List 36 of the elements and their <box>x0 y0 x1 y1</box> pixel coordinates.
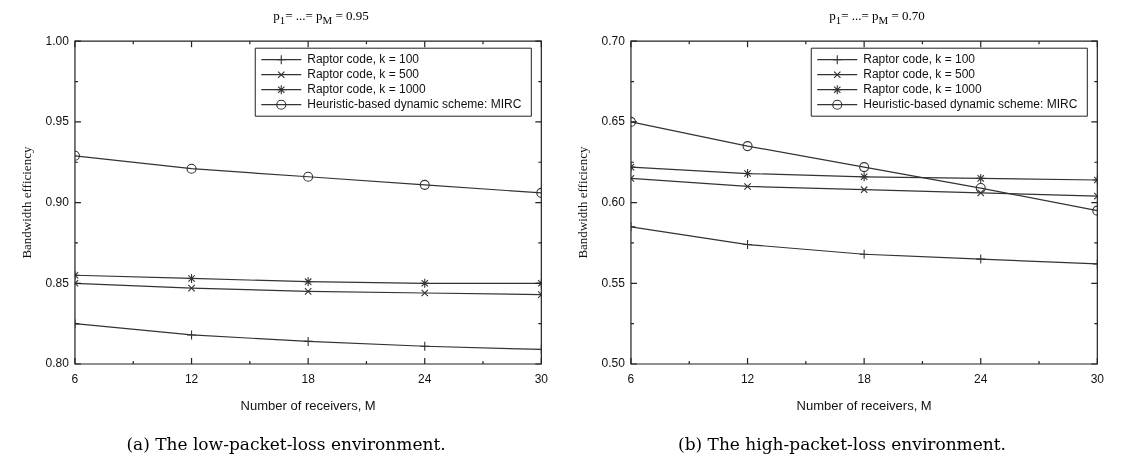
y-tick-label: 0.80 <box>45 356 70 371</box>
legend-label: Raptor code, k = 500 <box>307 67 420 82</box>
x-tick-label: 18 <box>857 371 872 386</box>
x-tick-label: 24 <box>974 371 988 386</box>
x-axis-title: Number of receivers, M <box>240 397 376 413</box>
y-tick-label: 0.55 <box>601 275 626 290</box>
x-axis-title: Number of receivers, M <box>796 397 932 413</box>
y-tick-label: 0.85 <box>45 275 70 290</box>
legend-label: Raptor code, k = 500 <box>863 67 976 82</box>
text: (b) The high-packet-loss environment. <box>678 434 1006 454</box>
legend-label: Heuristic-based dynamic scheme: MIRC <box>307 97 522 112</box>
legend-label: Heuristic-based dynamic scheme: MIRC <box>863 97 1078 112</box>
x-tick-label: 6 <box>627 371 635 386</box>
legend-label: Raptor code, k = 100 <box>863 52 976 67</box>
x-tick-label: 12 <box>740 371 755 386</box>
y-tick-label: 0.50 <box>601 356 626 371</box>
legend-label: Raptor code, k = 1000 <box>863 82 982 97</box>
y-tick-label: 0.65 <box>601 114 626 129</box>
y-tick-label: 0.70 <box>601 33 626 48</box>
x-tick-label: 30 <box>1090 371 1105 386</box>
y-axis-title: Bandwidth efficiency <box>19 146 35 259</box>
x-tick-label: 30 <box>534 371 549 386</box>
y-tick-label: 0.95 <box>45 114 70 129</box>
legend-label: Raptor code, k = 1000 <box>307 82 426 97</box>
y-tick-label: 0.60 <box>601 194 626 209</box>
x-tick-label: 12 <box>184 371 199 386</box>
y-axis-title: Bandwidth efficiency <box>575 146 591 259</box>
chart-title: p$_{1}$= ...= p$_{M}$ = 0.95 <box>273 8 369 28</box>
x-tick-label: 24 <box>418 371 432 386</box>
x-tick-label: 18 <box>301 371 316 386</box>
legend-label: Raptor code, k = 100 <box>307 52 420 67</box>
x-tick-label: 6 <box>71 371 79 386</box>
text: (a) The low-packet-loss environment. <box>126 434 446 454</box>
y-tick-label: 1.00 <box>45 33 70 48</box>
y-tick-label: 0.90 <box>45 194 70 209</box>
chart-title: p$_{1}$= ...= p$_{M}$ = 0.70 <box>829 8 925 28</box>
